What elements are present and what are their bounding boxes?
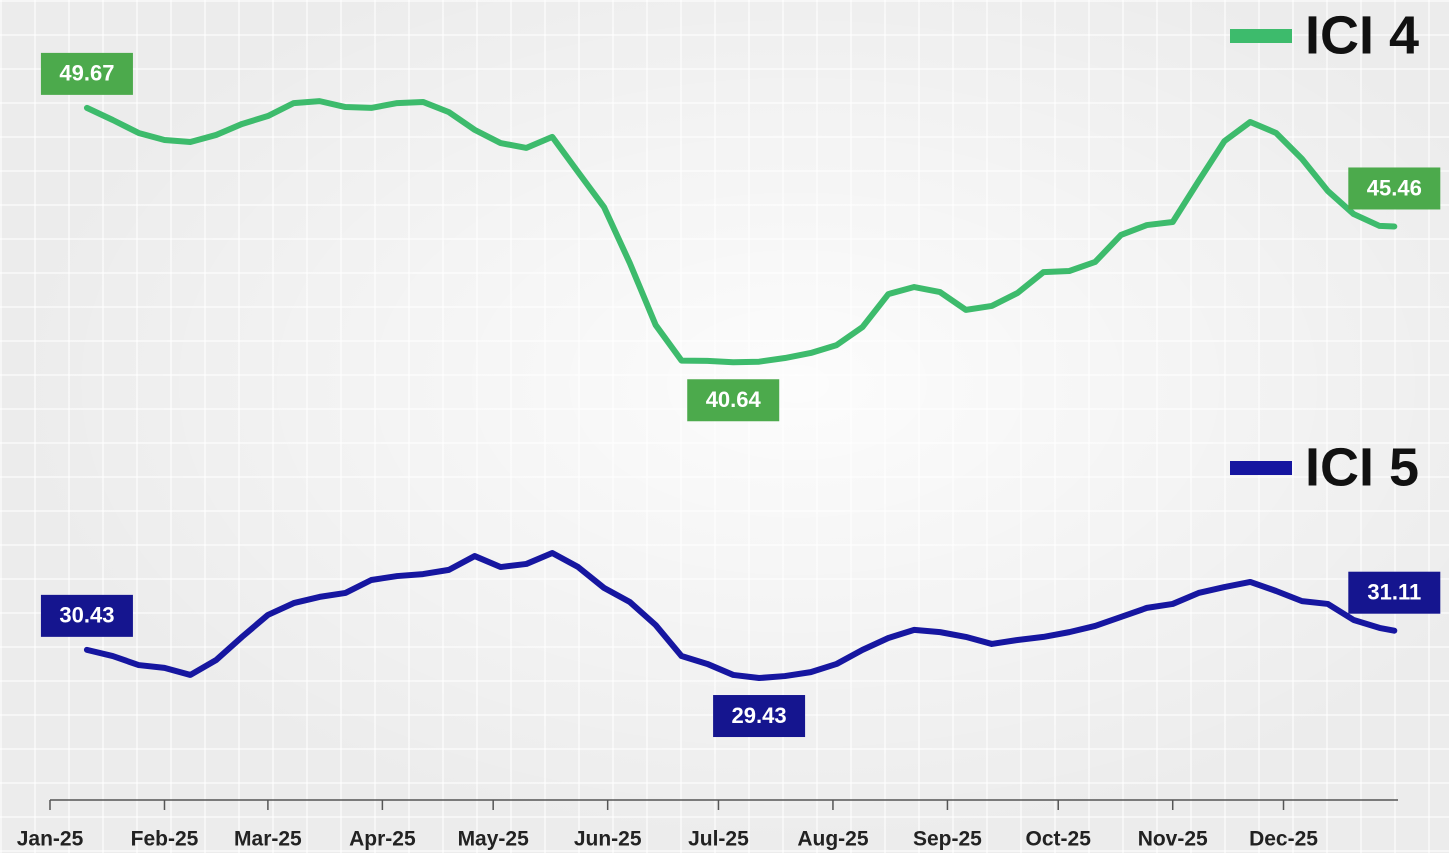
series-line — [83, 549, 1398, 682]
point-label-box — [687, 379, 780, 422]
x-tick-label: Sep-25 — [913, 828, 982, 851]
x-tick-label: Aug-25 — [797, 828, 868, 851]
x-tick-label: Dec-25 — [1249, 828, 1318, 851]
point-label: 40.64 — [706, 387, 762, 412]
legend-text: ICI 4 — [1305, 5, 1419, 65]
x-tick-label: Jun-25 — [574, 828, 642, 851]
x-tick-label: Mar-25 — [234, 828, 302, 851]
x-tick-label: Jan-25 — [17, 828, 84, 851]
point-label: 49.67 — [59, 61, 114, 86]
point-label-box — [40, 594, 133, 637]
legend-swatch — [1230, 29, 1292, 43]
point-label-box — [1348, 167, 1441, 210]
x-tick-label: May-25 — [458, 828, 530, 851]
x-tick-label: Jul-25 — [688, 828, 749, 851]
x-tick-label: Apr-25 — [349, 828, 416, 851]
point-label: 31.11 — [1367, 580, 1421, 605]
point-label-box — [1348, 571, 1441, 614]
point-label-box — [40, 52, 133, 95]
point-label-box — [713, 695, 806, 738]
point-label: 45.46 — [1367, 175, 1422, 200]
point-label: 29.43 — [732, 703, 787, 728]
x-tick-label: Oct-25 — [1026, 828, 1092, 851]
series-line — [83, 98, 1398, 366]
legend-swatch — [1230, 461, 1292, 475]
x-tick-label: Nov-25 — [1138, 828, 1208, 851]
x-tick-label: Feb-25 — [131, 828, 199, 851]
legend-text: ICI 5 — [1305, 437, 1419, 497]
point-label: 30.43 — [59, 603, 114, 628]
